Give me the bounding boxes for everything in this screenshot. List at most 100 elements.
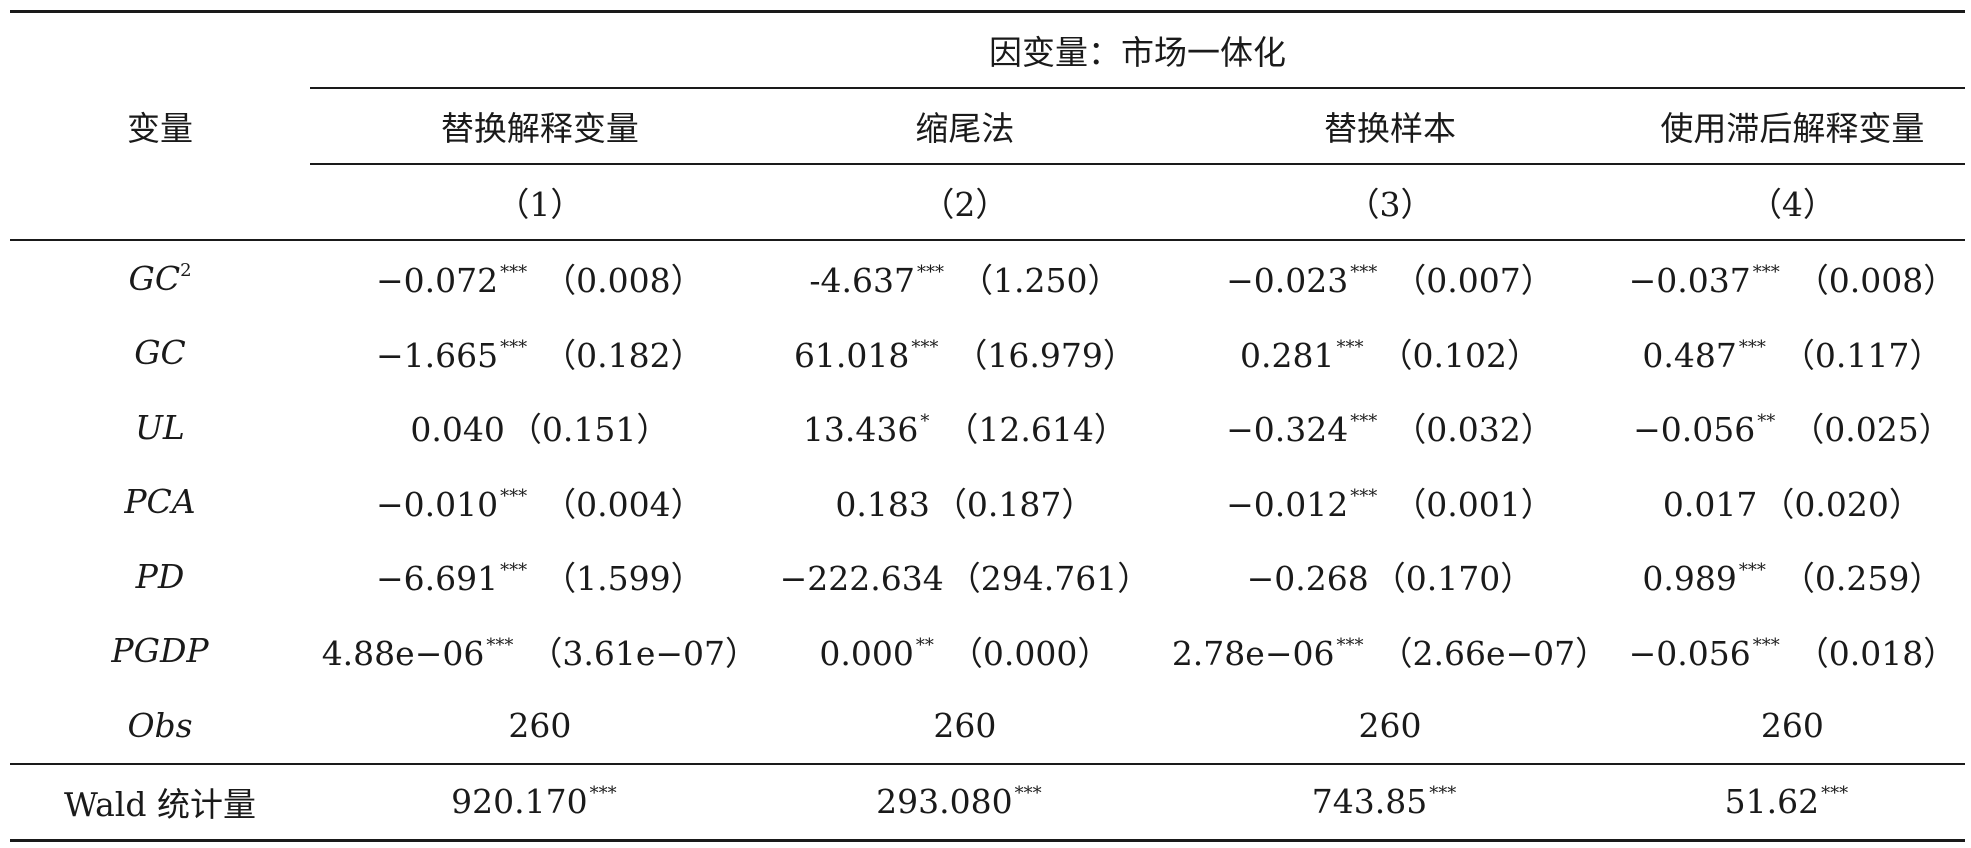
- coefficient: 743.85: [1311, 782, 1428, 822]
- header-row-dependent: 变量 因变量：市场一体化: [10, 11, 1965, 148]
- coefficient: −0.012: [1226, 484, 1349, 524]
- significance-stars: **: [1757, 411, 1776, 433]
- value-cell: -4.637 *** （1.250）: [770, 240, 1160, 316]
- coefficient: 0.281: [1239, 335, 1335, 375]
- value-cell: 260: [1160, 688, 1620, 764]
- significance-stars: ***: [911, 336, 939, 358]
- variable-name: PD: [135, 556, 185, 596]
- standard-error: （0.170）: [1372, 559, 1534, 599]
- standard-error: （0.032）: [1393, 410, 1554, 450]
- significance-stars: ***: [500, 560, 528, 582]
- significance-stars: ***: [1738, 336, 1766, 358]
- value-cell: 260: [310, 688, 770, 764]
- standard-error: （2.66e−07）: [1379, 633, 1609, 673]
- value-cell: 0.487 *** （0.117）: [1620, 316, 1965, 391]
- value-cell: −6.691 *** （1.599）: [310, 539, 770, 614]
- standard-error: （0.008）: [1795, 261, 1957, 301]
- value-cell: −0.010 *** （0.004）: [310, 465, 770, 540]
- table-row: GC2 −0.072 *** （0.008） -4.637 *** （1.250） −0.02…: [10, 240, 1965, 316]
- standard-error: （12.614）: [945, 410, 1127, 450]
- robustness-regression-table: 变量 因变量：市场一体化 替换解释变量 缩尾法 替换样本 使用滞后解释变量 （1） （2…: [10, 10, 1965, 842]
- wald-value-cell: 743.85 ***: [1160, 764, 1620, 841]
- coefficient: 260: [1358, 705, 1422, 745]
- value-cell: 0.281 *** （0.102）: [1160, 316, 1620, 391]
- significance-stars: ***: [1738, 560, 1766, 582]
- variable-name: PGDP: [111, 631, 209, 671]
- column-header-1: 替换解释变量: [440, 109, 639, 148]
- significance-stars: ***: [1350, 411, 1378, 433]
- variable-cell: PCA: [10, 465, 310, 540]
- coefficient: −0.324: [1226, 410, 1349, 450]
- standard-error: （0.182）: [543, 335, 704, 375]
- coefficient: 4.88e−06: [321, 633, 485, 673]
- coefficient: 13.436: [802, 410, 919, 450]
- standard-error: （3.61e−07）: [529, 633, 758, 673]
- significance-stars: ***: [1821, 783, 1849, 805]
- column-number-4: （4）: [1748, 185, 1836, 224]
- variable-cell: PGDP: [10, 614, 310, 689]
- column-header-2: 缩尾法: [915, 109, 1015, 148]
- standard-error: （0.025）: [1791, 410, 1952, 450]
- column-number-2: （2）: [921, 185, 1009, 224]
- variable-name: GC: [134, 333, 186, 373]
- value-cell: 13.436 * （12.614）: [770, 390, 1160, 465]
- value-cell: −0.072 *** （0.008）: [310, 240, 770, 316]
- coefficient: −1.665: [376, 335, 499, 375]
- value-cell: −222.634 （294.761）: [770, 539, 1160, 614]
- standard-error: （0.259）: [1781, 559, 1943, 599]
- significance-stars: ***: [1014, 783, 1042, 805]
- variable-name: GC: [128, 258, 181, 298]
- variable-name: UL: [135, 407, 185, 447]
- standard-error: （294.761）: [947, 559, 1151, 599]
- wald-value-cell: 293.080 ***: [770, 764, 1160, 841]
- column-number-3: （3）: [1346, 185, 1434, 224]
- value-cell: 0.017 （0.020）: [1620, 465, 1965, 540]
- significance-stars: ***: [500, 485, 528, 507]
- column-header-4: 使用滞后解释变量: [1660, 109, 1925, 148]
- significance-stars: ***: [916, 262, 944, 284]
- coefficient: 0.017: [1662, 484, 1758, 524]
- coefficient: 0.989: [1642, 559, 1737, 599]
- standard-error: （0.151）: [508, 410, 670, 450]
- standard-error: （0.018）: [1795, 633, 1957, 673]
- value-cell: −0.056 *** （0.018）: [1620, 614, 1965, 689]
- value-cell: −0.324 *** （0.032）: [1160, 390, 1620, 465]
- value-cell: 61.018 *** （16.979）: [770, 316, 1160, 391]
- table-row: PGDP 4.88e−06 *** （3.61e−07） 0.000 ** （0.000） 2…: [10, 614, 1965, 689]
- coefficient: 51.62: [1724, 782, 1820, 822]
- value-cell: 0.989 *** （0.259）: [1620, 539, 1965, 614]
- coefficient: −0.268: [1246, 559, 1369, 599]
- significance-stars: ***: [1429, 783, 1457, 805]
- standard-error: （0.187）: [933, 484, 1095, 524]
- coefficient: −222.634: [779, 559, 944, 599]
- significance-stars: ***: [486, 634, 514, 656]
- value-cell: −0.012 *** （0.001）: [1160, 465, 1620, 540]
- coefficient: −6.691: [376, 559, 499, 599]
- value-cell: −0.023 *** （0.007）: [1160, 240, 1620, 316]
- significance-stars: *: [920, 411, 930, 433]
- standard-error: （0.102）: [1379, 335, 1540, 375]
- value-cell: 2.78e−06 *** （2.66e−07）: [1160, 614, 1620, 689]
- variable-superscript: 2: [180, 259, 192, 281]
- header-row-methods: 替换解释变量 缩尾法 替换样本 使用滞后解释变量: [10, 88, 1965, 164]
- significance-stars: ***: [500, 262, 528, 284]
- coefficient: −0.072: [376, 261, 499, 301]
- table-row: PCA −0.010 *** （0.004） 0.183 （0.187） −0.012 ***…: [10, 465, 1965, 540]
- significance-stars: ***: [589, 783, 617, 805]
- standard-error: （0.000）: [949, 633, 1111, 673]
- coefficient: 0.183: [835, 484, 930, 524]
- variable-cell: UL: [10, 390, 310, 465]
- table-body: GC2 −0.072 *** （0.008） -4.637 *** （1.250） −0.02…: [10, 240, 1965, 764]
- standard-error: （0.020）: [1761, 484, 1922, 524]
- wald-value-cell: 51.62 ***: [1620, 764, 1965, 841]
- significance-stars: ***: [1752, 634, 1780, 656]
- coefficient: 2.78e−06: [1171, 633, 1335, 673]
- coefficient: −0.056: [1633, 410, 1756, 450]
- significance-stars: **: [915, 634, 934, 656]
- coefficient: 260: [1760, 705, 1824, 745]
- table-row: GC −1.665 *** （0.182） 61.018 *** （16.979） 0.281…: [10, 316, 1965, 391]
- significance-stars: ***: [1350, 485, 1378, 507]
- value-cell: −0.037 *** （0.008）: [1620, 240, 1965, 316]
- wald-value-cell: 920.170 ***: [310, 764, 770, 841]
- coefficient: −0.023: [1226, 261, 1349, 301]
